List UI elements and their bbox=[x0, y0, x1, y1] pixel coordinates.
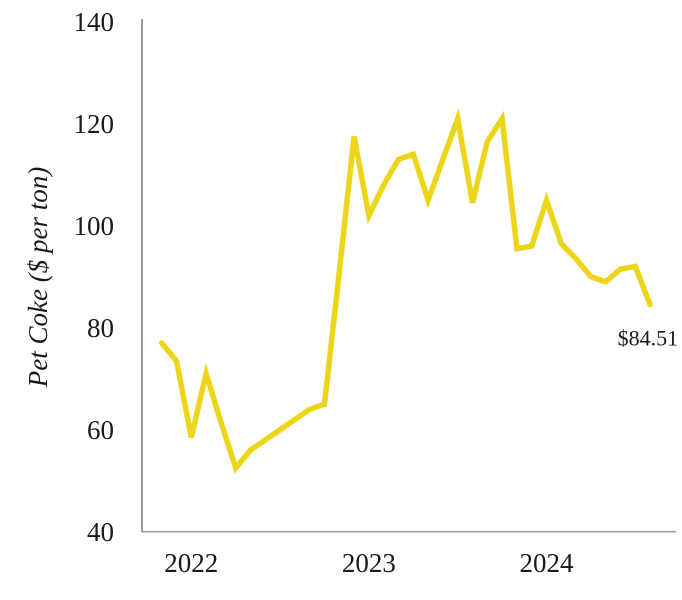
x-axis-year-labels: 2022 2023 2024 bbox=[164, 548, 574, 578]
y-axis-title: Pet Coke ($ per ton) bbox=[23, 167, 53, 388]
y-tick-label: 140 bbox=[74, 7, 115, 37]
y-tick-label: 60 bbox=[87, 415, 114, 445]
petcoke-price-line bbox=[158, 107, 653, 474]
x-tick-label: 2024 bbox=[520, 548, 575, 578]
last-point-value-label: $84.51 bbox=[618, 326, 679, 351]
y-tick-label: 40 bbox=[87, 517, 114, 547]
y-axis-tick-labels: 40 60 80 100 120 140 bbox=[74, 7, 115, 547]
y-tick-label: 80 bbox=[87, 313, 114, 343]
y-tick-label: 100 bbox=[74, 211, 115, 241]
x-tick-label: 2022 bbox=[164, 548, 218, 578]
y-tick-label: 120 bbox=[74, 109, 115, 139]
x-tick-label: 2023 bbox=[342, 548, 396, 578]
